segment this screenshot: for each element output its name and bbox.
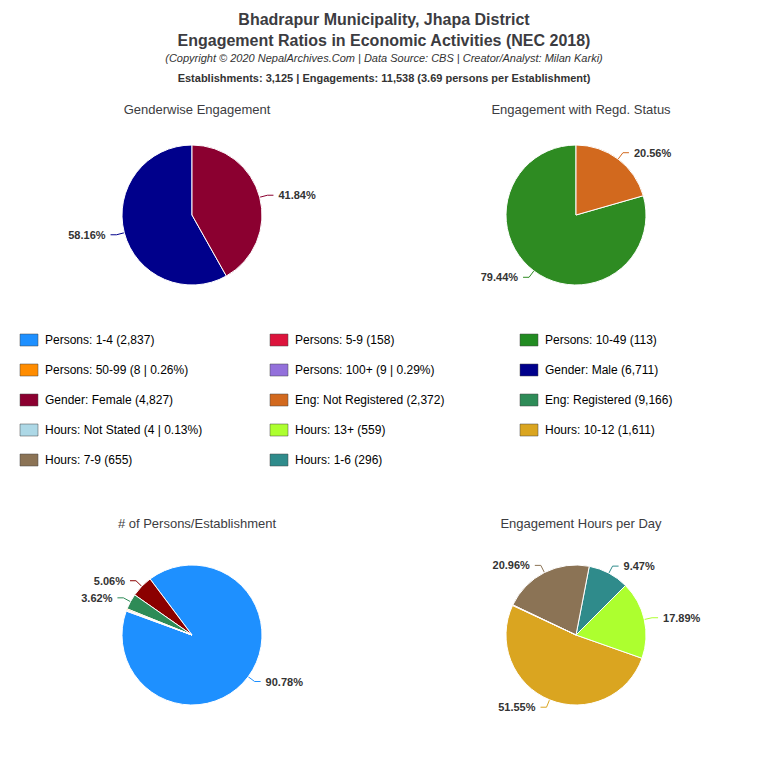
svg-text:20.96%: 20.96% bbox=[493, 559, 531, 571]
svg-text:Persons: 100+ (9 | 0.29%): Persons: 100+ (9 | 0.29%) bbox=[295, 363, 435, 377]
svg-text:Persons: 5-9 (158): Persons: 5-9 (158) bbox=[295, 333, 394, 347]
svg-text:90.78%: 90.78% bbox=[266, 676, 304, 688]
svg-text:(Copyright © 2020 NepalArchive: (Copyright © 2020 NepalArchives.Com | Da… bbox=[165, 52, 603, 64]
svg-text:Engagement Hours per Day: Engagement Hours per Day bbox=[500, 516, 662, 531]
svg-text:Hours: Not Stated (4 | 0.13%): Hours: Not Stated (4 | 0.13%) bbox=[45, 423, 202, 437]
svg-text:3.62%: 3.62% bbox=[81, 592, 112, 604]
svg-text:Engagement Ratios in Economic: Engagement Ratios in Economic Activities… bbox=[178, 32, 591, 49]
svg-text:Establishments: 3,125 | Engage: Establishments: 3,125 | Engagements: 11,… bbox=[178, 72, 591, 84]
svg-text:Bhadrapur Municipality, Jhapa: Bhadrapur Municipality, Jhapa District bbox=[238, 11, 530, 28]
svg-text:5.06%: 5.06% bbox=[94, 575, 125, 587]
svg-text:51.55%: 51.55% bbox=[498, 701, 536, 713]
svg-text:20.56%: 20.56% bbox=[634, 147, 672, 159]
svg-text:17.89%: 17.89% bbox=[663, 612, 701, 624]
svg-text:9.47%: 9.47% bbox=[624, 560, 655, 572]
svg-text:41.84%: 41.84% bbox=[278, 189, 316, 201]
svg-text:Eng: Not Registered (2,372): Eng: Not Registered (2,372) bbox=[295, 393, 444, 407]
svg-text:Gender: Male (6,711): Gender: Male (6,711) bbox=[545, 363, 658, 377]
svg-text:# of Persons/Establishment: # of Persons/Establishment bbox=[118, 516, 277, 531]
svg-text:Hours: 1-6 (296): Hours: 1-6 (296) bbox=[295, 453, 382, 467]
svg-text:Hours: 10-12 (1,611): Hours: 10-12 (1,611) bbox=[545, 423, 655, 437]
svg-text:Engagement with Regd. Status: Engagement with Regd. Status bbox=[491, 102, 671, 117]
svg-text:Hours: 13+ (559): Hours: 13+ (559) bbox=[295, 423, 385, 437]
svg-text:Genderwise Engagement: Genderwise Engagement bbox=[124, 102, 271, 117]
svg-text:Persons: 1-4 (2,837): Persons: 1-4 (2,837) bbox=[45, 333, 154, 347]
svg-text:Eng: Registered (9,166): Eng: Registered (9,166) bbox=[545, 393, 672, 407]
svg-text:58.16%: 58.16% bbox=[68, 229, 106, 241]
svg-text:Gender: Female (4,827): Gender: Female (4,827) bbox=[45, 393, 173, 407]
svg-text:Hours: 7-9 (655): Hours: 7-9 (655) bbox=[45, 453, 132, 467]
svg-text:Persons: 50-99 (8 | 0.26%): Persons: 50-99 (8 | 0.26%) bbox=[45, 363, 188, 377]
svg-text:79.44%: 79.44% bbox=[481, 271, 519, 283]
svg-text:Persons: 10-49 (113): Persons: 10-49 (113) bbox=[545, 333, 657, 347]
